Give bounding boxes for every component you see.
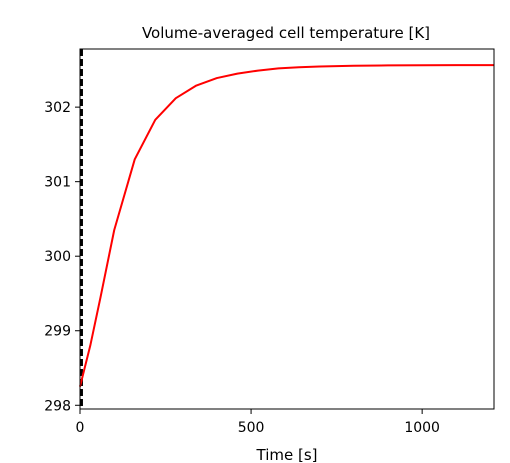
y-tick-label: 299	[44, 324, 71, 340]
y-tick-label: 302	[44, 100, 71, 116]
plot-frame	[79, 48, 495, 410]
y-tick-label: 298	[44, 398, 71, 414]
y-tick-label: 300	[44, 249, 71, 265]
plot-area	[80, 49, 494, 409]
x-tick-label: 1000	[404, 420, 440, 436]
y-tick-label: 301	[44, 175, 71, 191]
series-line-0	[79, 64, 494, 387]
x-axis-label: Time [s]	[256, 446, 318, 463]
x-tick-label: 500	[238, 420, 265, 436]
chart-title: Volume-averaged cell temperature [K]	[142, 24, 430, 42]
x-tick-label: 0	[76, 420, 85, 436]
